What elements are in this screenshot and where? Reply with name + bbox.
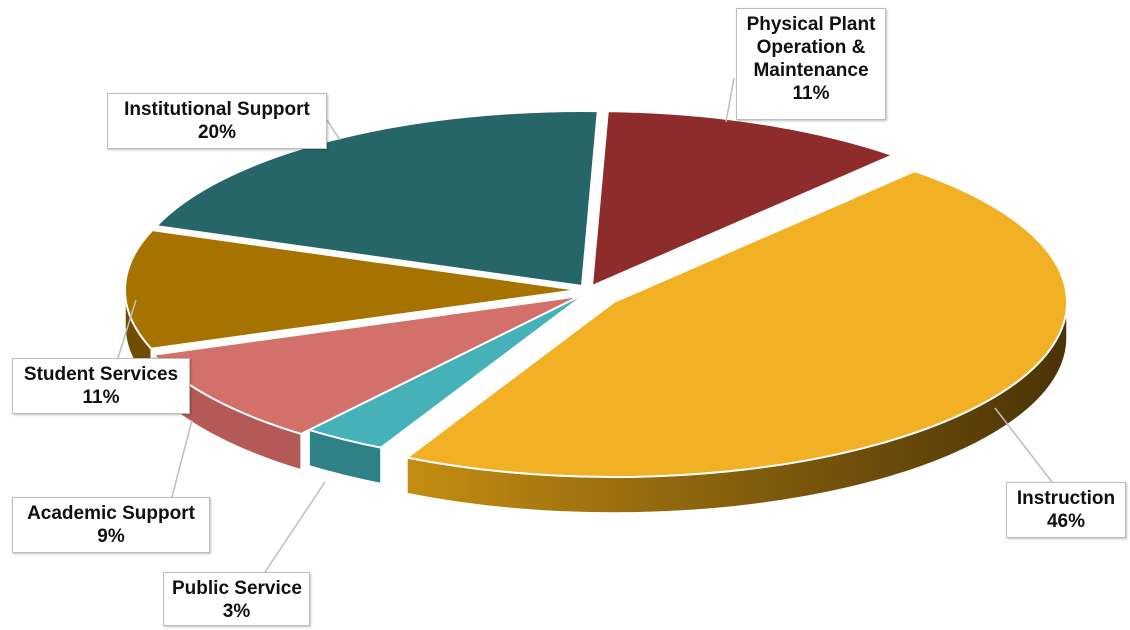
callout-label-line: Academic Support [27, 503, 195, 524]
leader-line [725, 77, 735, 123]
callout-value: 20% [197, 122, 237, 143]
callout-label-line: Public Service [172, 578, 302, 599]
leader-line [326, 119, 341, 141]
leader-line [117, 299, 137, 359]
leader-line [264, 481, 326, 573]
pie-slice-institutional-support [154, 110, 599, 288]
pie-slice-student-services [124, 229, 579, 350]
pie-slice-physical-plant-operation-maintenance [590, 110, 896, 288]
callout-leader-lines [117, 77, 1053, 573]
leader-line [994, 407, 1053, 483]
callout-label-line: Maintenance [753, 60, 869, 81]
callout-label-line: Physical Plant [746, 14, 876, 35]
callout-label-line: Institutional Support [124, 99, 310, 120]
callout-academic-support: Academic Support 9% [12, 497, 210, 553]
callout-instruction: Instruction 46% [1006, 482, 1126, 538]
callout-physical-plant-operation-maintenance: Physical Plant Operation & Maintenance 11% [736, 8, 886, 120]
callout-value: 11% [792, 83, 830, 104]
callout-public-service: Public Service 3% [163, 572, 310, 626]
callout-value: 9% [97, 526, 125, 547]
callout-label-line: Instruction [1016, 488, 1116, 509]
callout-value: 46% [1046, 511, 1086, 532]
callout-label-line: Student Services [23, 364, 179, 385]
callout-value: 3% [222, 601, 251, 622]
callout-student-services: Student Services 11% [12, 358, 190, 414]
callout-label-line: Operation & [756, 37, 866, 58]
callout-institutional-support: Institutional Support 20% [107, 93, 327, 149]
pie-top-faces [124, 110, 1068, 478]
callout-value: 11% [82, 387, 120, 408]
pie-side-walls [124, 289, 1068, 514]
leader-line [171, 419, 193, 498]
pie-slice-instruction [404, 170, 1068, 478]
